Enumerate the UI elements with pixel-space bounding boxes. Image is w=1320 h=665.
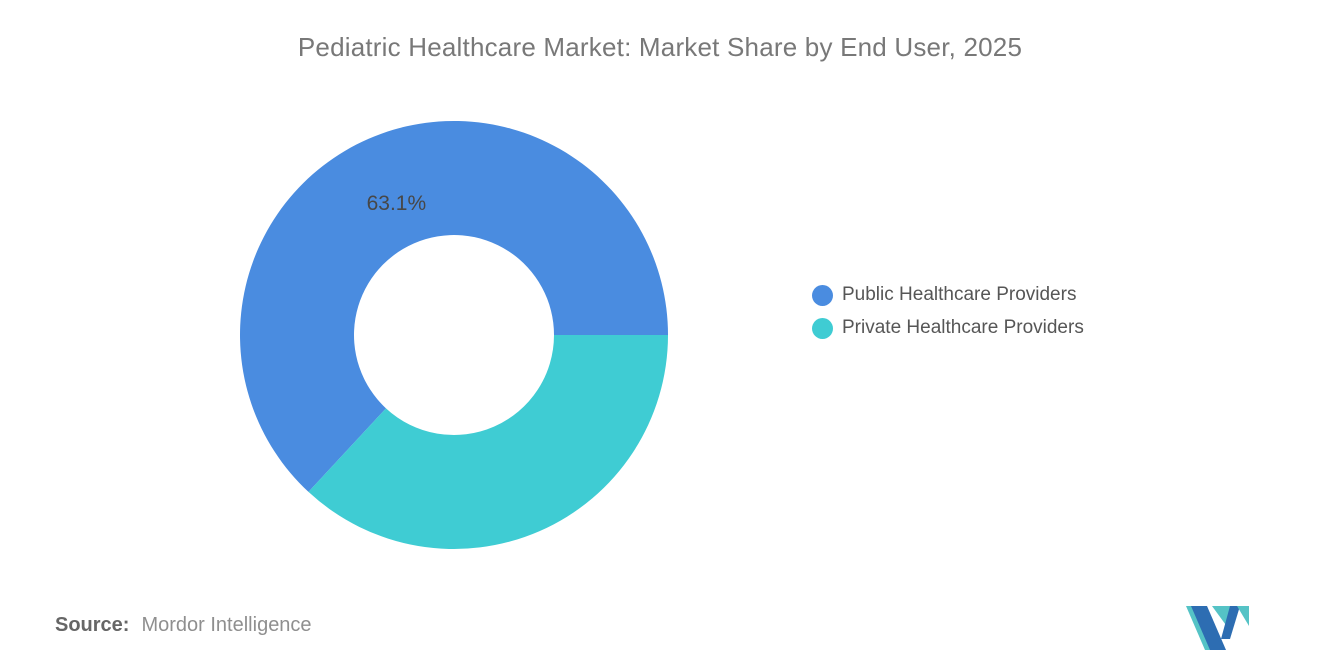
donut-chart: 63.1%: [240, 121, 668, 549]
donut-slice-private-healthcare-providers[interactable]: [308, 335, 668, 549]
logo-shape-blue-right: [1221, 606, 1240, 639]
logo-shape-blue-left: [1191, 606, 1226, 650]
legend: Public Healthcare Providers Private Heal…: [812, 284, 1084, 339]
legend-label-private: Private Healthcare Providers: [842, 317, 1084, 338]
source-text: Mordor Intelligence: [141, 614, 312, 636]
chart-title: Pediatric Healthcare Market: Market Shar…: [297, 32, 1023, 62]
slice-data-label: 63.1%: [367, 192, 427, 215]
source-row: Source: Mordor Intelligence: [55, 614, 312, 637]
donut-slice-public-healthcare-providers[interactable]: [240, 121, 668, 492]
mordor-intelligence-logo: [1186, 606, 1249, 650]
logo-shape-teal-right: [1237, 606, 1249, 626]
legend-label-public: Public Healthcare Providers: [842, 284, 1077, 305]
legend-item-private[interactable]: Private Healthcare Providers: [812, 317, 1084, 339]
legend-item-public[interactable]: Public Healthcare Providers: [812, 284, 1084, 306]
legend-marker-private: [812, 317, 833, 339]
legend-marker-public: [812, 284, 833, 306]
source-label: Source:: [55, 614, 130, 636]
